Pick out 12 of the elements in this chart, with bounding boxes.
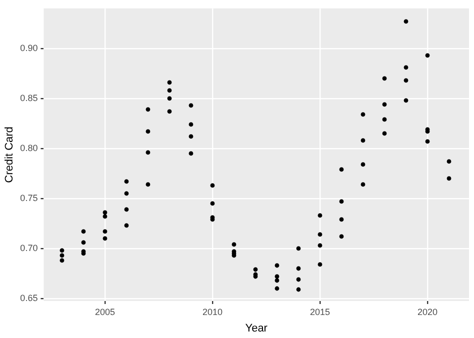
y-tick-label: 0.80 <box>20 142 38 153</box>
y-axis-title: Credit Card <box>4 126 16 183</box>
y-tick-label: 0.90 <box>20 42 38 53</box>
y-tick-label: 0.85 <box>20 92 38 103</box>
x-tick-label: 2020 <box>417 306 438 317</box>
x-tick-label: 2005 <box>94 306 116 317</box>
x-axis-title: Year <box>245 322 268 334</box>
y-tick-label: 0.70 <box>20 242 38 253</box>
x-tick-label: 2010 <box>202 306 223 317</box>
x-tick-label: 2015 <box>310 306 330 317</box>
y-tick-label: 0.75 <box>20 192 38 203</box>
y-tick-label: 0.65 <box>20 292 38 303</box>
